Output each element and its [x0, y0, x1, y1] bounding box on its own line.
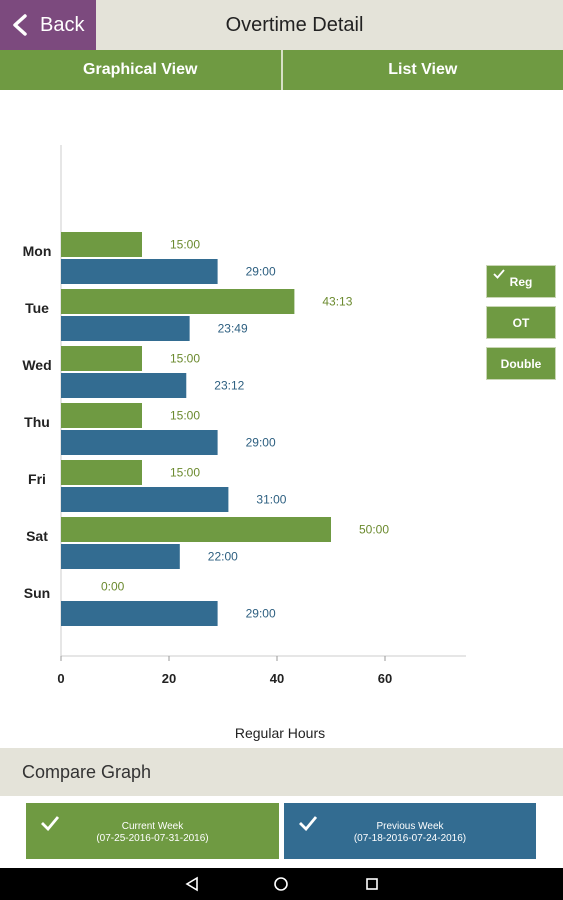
data-label: 15:00 — [170, 238, 200, 252]
data-label: 0:00 — [101, 580, 125, 594]
page-title: Overtime Detail — [225, 14, 364, 36]
previous-week-button[interactable]: Previous Week (07-18-2016-07-24-2016) — [284, 803, 536, 859]
bar — [61, 517, 331, 542]
data-label: 23:49 — [218, 322, 248, 336]
data-label: 15:00 — [170, 466, 200, 480]
bar — [61, 544, 180, 569]
tab-graphical-view[interactable]: Graphical View — [0, 50, 281, 90]
back-label: Back — [40, 13, 85, 36]
y-category-label: Mon — [23, 243, 52, 259]
bar — [61, 373, 187, 398]
bar — [61, 487, 229, 512]
legend-ot-button[interactable]: OT — [486, 306, 556, 339]
y-category-label: Tue — [25, 300, 49, 316]
bar — [61, 316, 190, 341]
android-nav-bar — [0, 868, 563, 900]
current-week-label: Current Week — [121, 821, 184, 832]
data-label: 29:00 — [246, 607, 276, 621]
overtime-chart: 0 20 40 60 Mon 15:00 29:00 Tue 43:13 23:49 Wed 15:0… — [0, 90, 563, 750]
y-category-label: Fri — [28, 471, 46, 487]
x-tick-label: 20 — [162, 671, 176, 686]
data-label: 29:00 — [246, 436, 276, 450]
data-label: 15:00 — [170, 409, 200, 423]
recents-square-icon[interactable] — [364, 876, 380, 892]
data-label: 22:00 — [208, 550, 238, 564]
legend-reg-button[interactable]: Reg — [486, 265, 556, 298]
x-tick-label: 60 — [378, 671, 392, 686]
compare-graph-header: Compare Graph — [0, 748, 563, 796]
app-header: Back Overtime Detail — [0, 0, 563, 50]
view-tabs: Graphical View List View — [0, 50, 563, 90]
week-selector: Current Week (07-25-2016-07-31-2016) Pre… — [0, 796, 563, 868]
bar — [61, 403, 142, 428]
legend: Reg OT Double — [486, 265, 556, 388]
data-label: 31:00 — [256, 493, 286, 507]
x-tick-label: 40 — [270, 671, 284, 686]
y-category-label: Sat — [26, 528, 48, 544]
legend-double-label: Double — [500, 356, 542, 371]
x-axis-label: Regular Hours — [234, 725, 326, 741]
bar — [61, 601, 218, 626]
back-button[interactable]: Back — [0, 0, 96, 50]
legend-ot-label: OT — [512, 315, 530, 330]
data-label: 29:00 — [246, 265, 276, 279]
legend-reg-label: Reg — [509, 274, 533, 289]
home-circle-icon[interactable] — [273, 876, 289, 892]
previous-week-range: (07-18-2016-07-24-2016) — [353, 833, 467, 844]
bar — [61, 460, 142, 485]
legend-double-button[interactable]: Double — [486, 347, 556, 380]
bar — [61, 289, 295, 314]
bar — [61, 259, 218, 284]
check-icon — [41, 816, 60, 831]
y-category-label: Sun — [24, 585, 50, 601]
check-icon — [299, 816, 318, 831]
bar — [61, 430, 218, 455]
current-week-button[interactable]: Current Week (07-25-2016-07-31-2016) — [26, 803, 279, 859]
previous-week-label: Previous Week — [376, 821, 444, 832]
x-tick-label: 0 — [57, 671, 64, 686]
data-label: 23:12 — [214, 379, 244, 393]
chart-svg: 0 20 40 60 Mon 15:00 29:00 Tue 43:13 23:49 Wed 15:0… — [22, 145, 466, 686]
check-icon — [493, 269, 505, 279]
data-label: 43:13 — [322, 295, 352, 309]
data-label: 15:00 — [170, 352, 200, 366]
data-label: 50:00 — [359, 523, 389, 537]
current-week-range: (07-25-2016-07-31-2016) — [96, 833, 209, 844]
chevron-left-icon — [13, 14, 27, 36]
y-category-label: Wed — [22, 357, 51, 373]
y-category-label: Thu — [24, 414, 50, 430]
tab-list-view[interactable]: List View — [280, 50, 563, 90]
bar — [61, 346, 142, 371]
compare-graph-title: Compare Graph — [22, 762, 152, 782]
back-triangle-icon[interactable] — [184, 876, 200, 892]
bar — [61, 232, 142, 257]
